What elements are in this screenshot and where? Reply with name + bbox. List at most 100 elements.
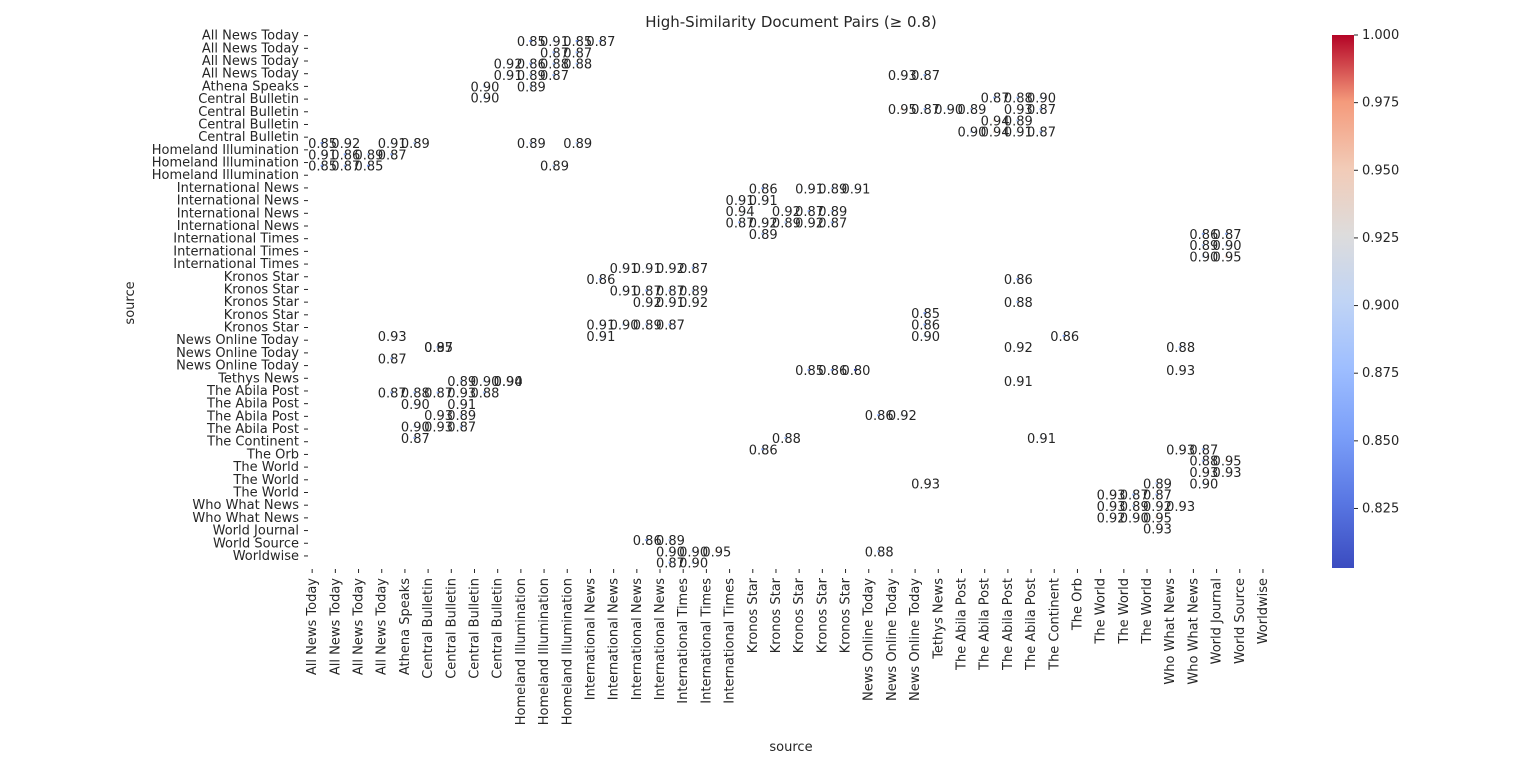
heatmap-cell [1039, 130, 1043, 133]
cell-value-label: 0.89 [1004, 114, 1033, 129]
heatmap-cell [738, 210, 742, 213]
heatmap-cell [1016, 130, 1020, 133]
heatmap-cell [1132, 516, 1136, 519]
heatmap-cell [390, 142, 394, 145]
y-tick-label: World Journal [213, 524, 299, 539]
heatmap-cell [320, 142, 324, 145]
heatmap-cell [575, 40, 579, 42]
heatmap-cell [1225, 255, 1229, 258]
y-tick-label: Central Bulletin [198, 117, 299, 132]
heatmap-cell [1225, 459, 1229, 462]
cell-value-label: 0.85 [354, 160, 383, 175]
x-tick-label: Central Bulletin [467, 578, 482, 679]
heatmap-cell [969, 108, 973, 111]
x-tick-label: Kronos Star [792, 577, 807, 653]
cell-value-label: 0.86 [749, 182, 778, 197]
colorbar-tick-label: 0.825 [1362, 501, 1399, 516]
heatmap-cell [459, 402, 463, 405]
heatmap-cell [1109, 493, 1113, 496]
cell-value-label: 0.88 [1189, 455, 1218, 470]
heatmap-cell [807, 368, 811, 371]
cell-value-label: 0.85 [308, 137, 337, 152]
heatmap-cells [320, 40, 1229, 564]
heatmap-cell [343, 153, 347, 156]
heatmap-cell [506, 74, 510, 77]
cell-value-label: 0.93 [378, 330, 407, 345]
y-tick-label: The Orb [246, 447, 299, 462]
heatmap-cell [668, 266, 672, 269]
cell-value-label: 0.85 [795, 364, 824, 379]
heatmap-cell [529, 142, 533, 145]
heatmap-cell [900, 74, 904, 77]
x-tick-label: The World [1094, 578, 1109, 645]
cell-value-label: 0.88 [540, 58, 569, 73]
heatmap-cell [459, 380, 463, 383]
heatmap-cell [784, 221, 788, 224]
y-tick-label: Worldwise [233, 549, 299, 564]
x-tick-label: Central Bulletin [491, 578, 506, 679]
x-tick-label: International Times [676, 578, 691, 704]
heatmap-cell [784, 436, 788, 439]
cell-value-label: 0.95 [1143, 511, 1172, 526]
cell-value-label: 0.91 [1004, 375, 1033, 390]
heatmap-cell [436, 425, 440, 428]
y-tick-label: Kronos Star [224, 321, 300, 336]
heatmap-cell [1062, 334, 1066, 337]
heatmap-cell [1225, 244, 1229, 247]
heatmap-cell [761, 198, 765, 201]
y-tick-label: The World [232, 473, 299, 488]
cell-value-label: 0.93 [1166, 500, 1195, 515]
heatmap-cell [1016, 300, 1020, 303]
cell-value-label: 0.92 [888, 409, 917, 424]
heatmap-cell [668, 289, 672, 292]
cell-value-label: 0.92 [656, 262, 685, 277]
heatmap-cell [830, 210, 834, 213]
cell-value-label: 0.91 [447, 398, 476, 413]
heatmap-cell [738, 198, 742, 201]
y-tick-label: Homeland Illumination [152, 168, 299, 183]
cell-value-label: 0.88 [401, 387, 430, 402]
heatmap-cell [993, 96, 997, 99]
cell-value-label: 0.93 [1166, 364, 1195, 379]
x-tick-label: Who What News [1186, 578, 1201, 685]
cell-value-label: 0.90 [610, 319, 639, 334]
cell-value-label: 0.89 [517, 80, 546, 95]
cell-value-label: 0.87 [818, 216, 847, 231]
cell-value-label: 0.87 [656, 319, 685, 334]
heatmap-cell [506, 62, 510, 65]
cell-value-label: 0.88 [563, 58, 592, 73]
heatmap-cell [807, 187, 811, 190]
cell-value-label: 0.91 [1027, 432, 1056, 447]
heatmap-cell [1016, 380, 1020, 383]
cell-value-label: 0.87 [586, 35, 615, 50]
colorbar-tick-label: 0.950 [1362, 163, 1399, 178]
heatmap-cell [459, 391, 463, 394]
cell-value-label: 0.95 [702, 545, 731, 560]
x-tick-label: Athena Speaks [398, 578, 413, 675]
cell-value-label: 0.88 [865, 545, 894, 560]
y-tick-label: News Online Today [176, 333, 299, 348]
heatmap-cell [1016, 108, 1020, 111]
cell-value-label: 0.86 [818, 364, 847, 379]
x-tick-label: News Online Today [908, 578, 923, 701]
heatmap-cell [923, 74, 927, 77]
x-tick-label: All News Today [375, 578, 390, 675]
cell-value-label: 0.89 [818, 182, 847, 197]
cell-value-label: 0.87 [981, 92, 1010, 107]
heatmap-cell [993, 130, 997, 133]
cell-value-label: 0.91 [795, 182, 824, 197]
cell-value-label: 0.91 [610, 262, 639, 277]
heatmap-cell [1155, 527, 1159, 530]
cell-value-label: 0.90 [1027, 92, 1056, 107]
heatmap-cell [1016, 119, 1020, 122]
y-tick-label: Who What News [192, 498, 299, 513]
x-tick-label: International News [583, 578, 598, 700]
cell-value-label: 0.92 [331, 137, 360, 152]
cell-value-label: 0.90 [401, 398, 430, 413]
cell-value-label: 0.95 [1213, 250, 1242, 265]
y-tick-label: International Times [173, 244, 299, 259]
heatmap-cell [413, 436, 417, 439]
cell-value-label: 0.91 [540, 35, 569, 50]
